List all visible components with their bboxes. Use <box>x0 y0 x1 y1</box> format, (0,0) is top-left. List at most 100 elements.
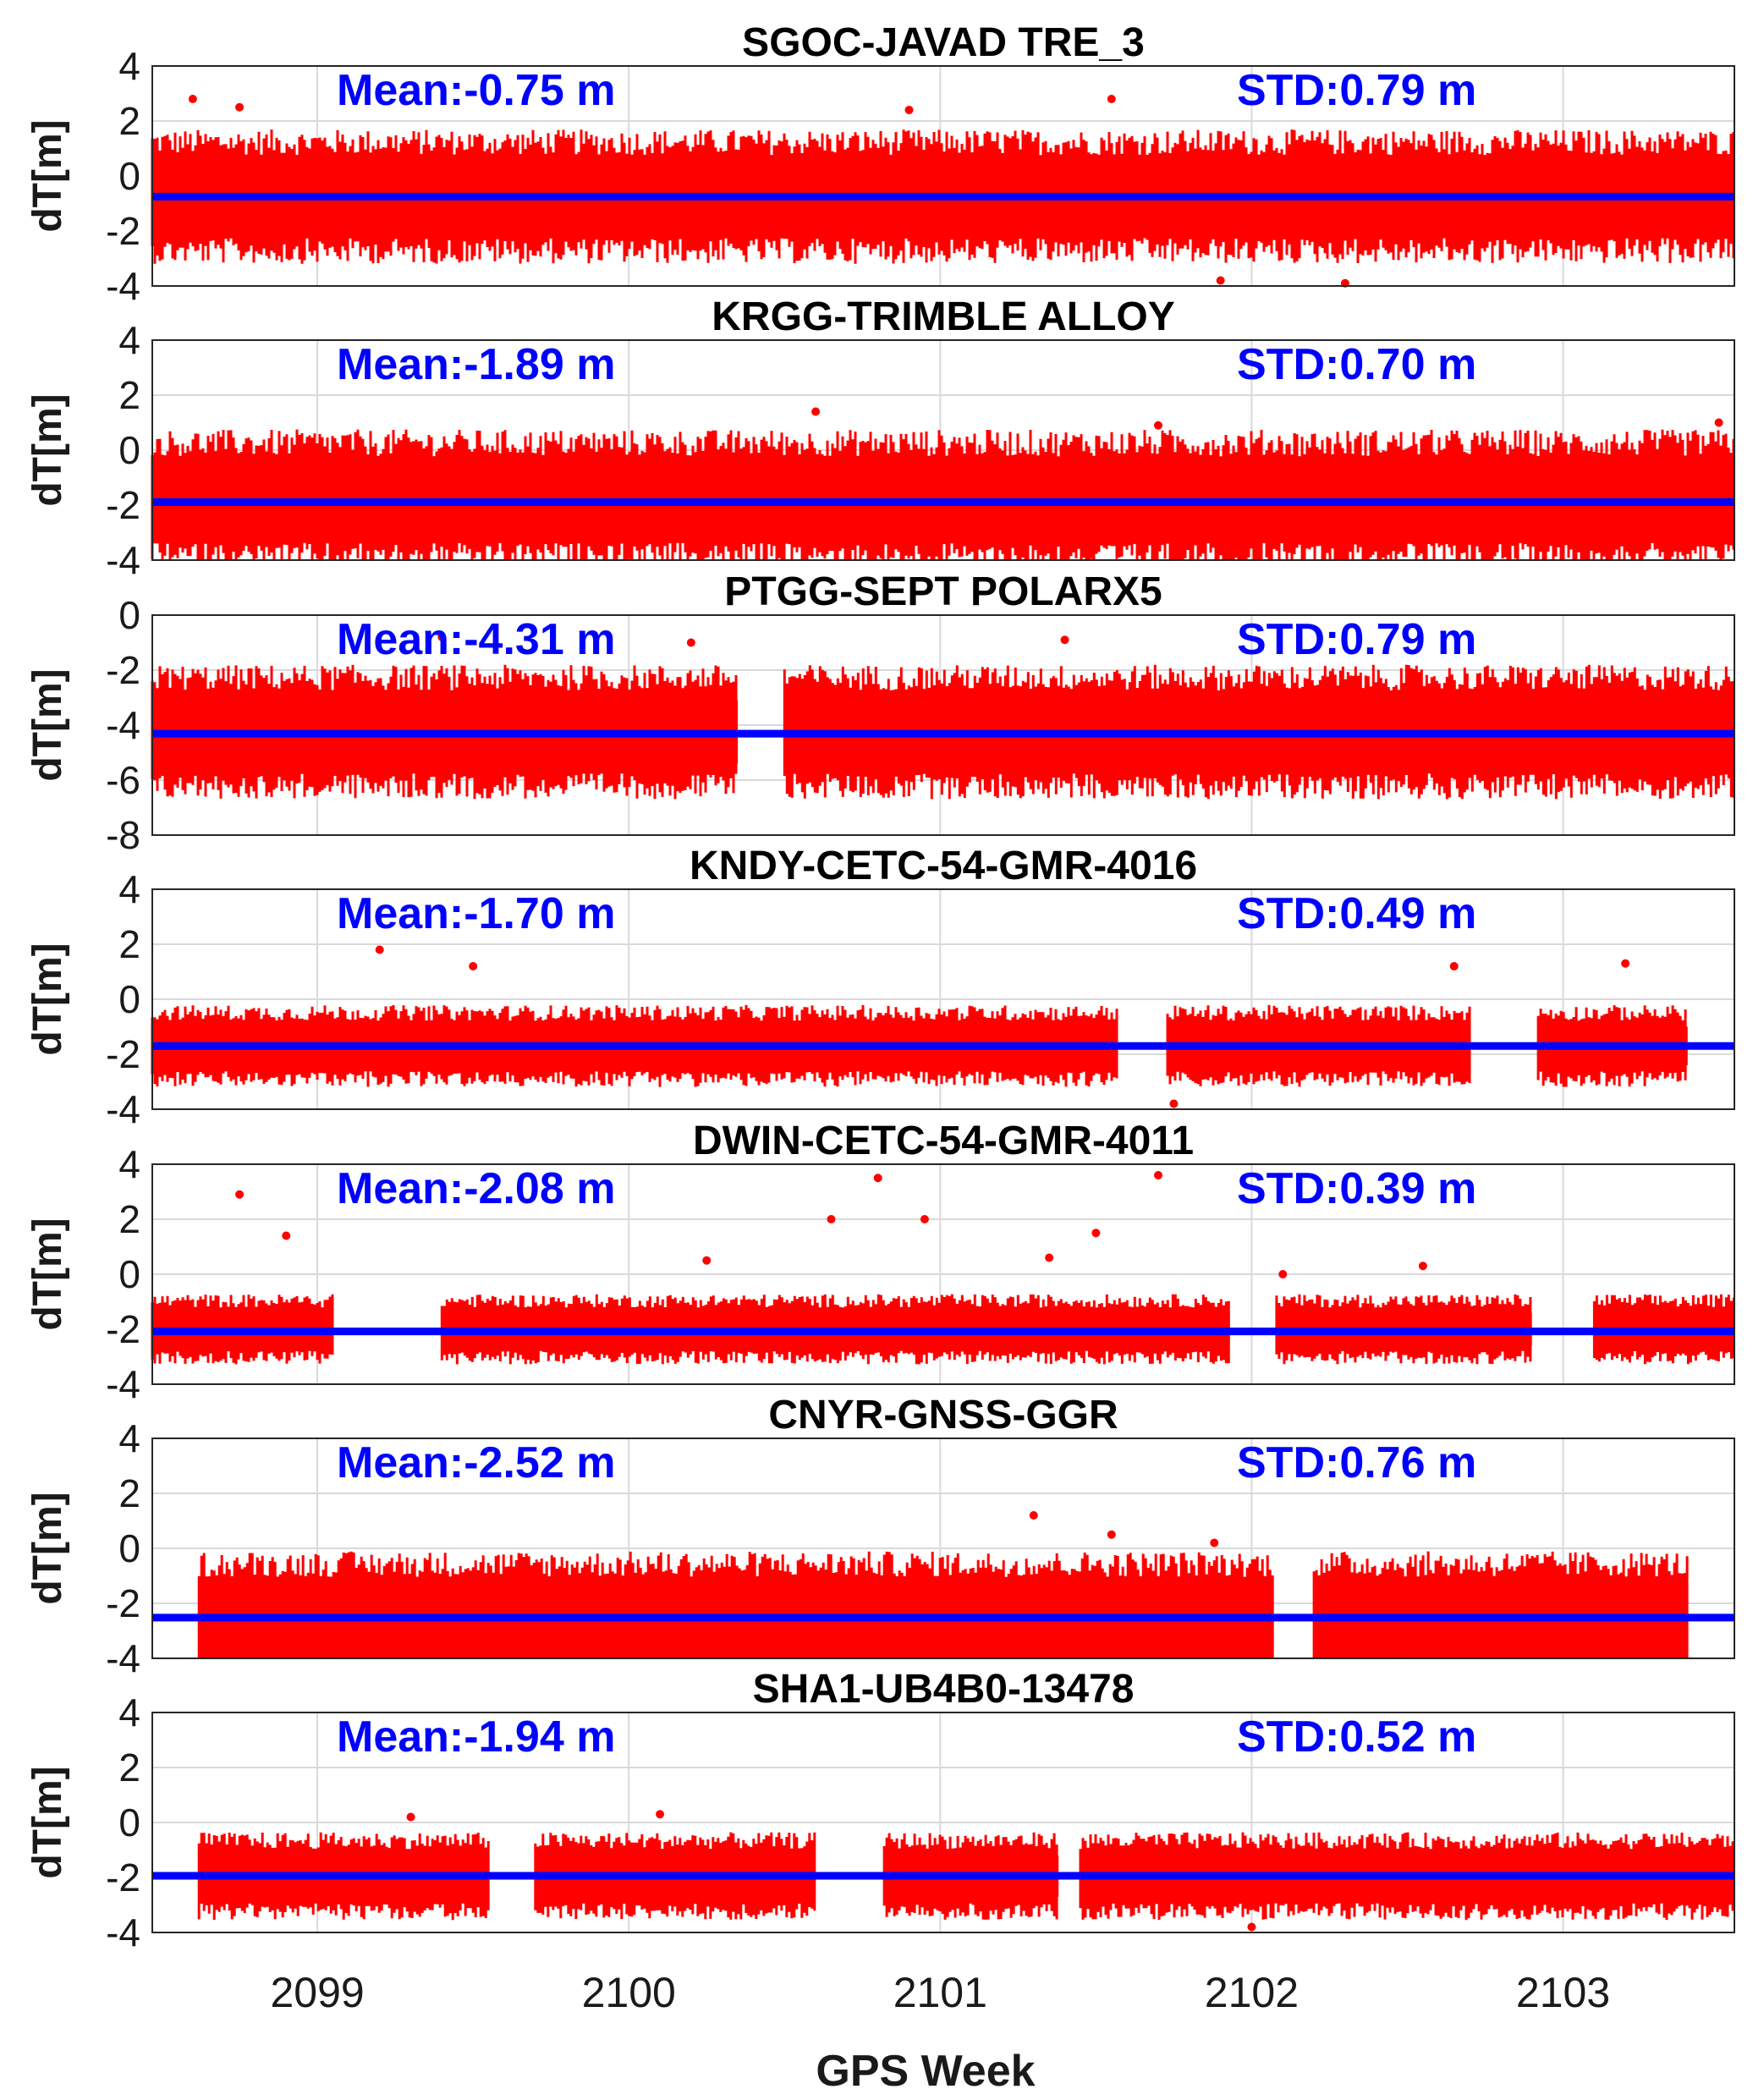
subplot-title: SGOC-JAVAD TRE_3 <box>742 20 1145 65</box>
y-tick-label: -2 <box>106 1307 140 1351</box>
outlier-point <box>375 945 384 954</box>
axes-frame <box>151 1712 1735 1933</box>
outlier-point <box>1169 1099 1179 1108</box>
y-tick-label: 2 <box>118 1471 140 1515</box>
mean-annotation: Mean:-0.75 m <box>337 66 615 115</box>
outlier-point <box>1621 959 1630 968</box>
outlier-point <box>1060 635 1069 645</box>
subplot-1: -4 -2 0 2 4 SGOC-JAVAD TRE_3 Mean:-0.75 m STD:0… <box>25 20 1735 308</box>
x-tick-label: 2099 <box>270 1969 364 2016</box>
subplot-title: KRGG-TRIMBLE ALLOY <box>712 294 1175 339</box>
subplot-7: -4 -2 0 2 4 SHA1-UB4B0-13478 Mean:-1.94 m STD:0… <box>25 1667 1735 1954</box>
subplot-title: PTGG-SEPT POLARX5 <box>724 569 1162 614</box>
outlier-point <box>1278 1270 1288 1278</box>
axes-frame <box>151 888 1735 1110</box>
std-annotation: STD:0.79 m <box>1237 615 1476 664</box>
outlier-point <box>1107 95 1116 103</box>
y-tick-label: 4 <box>118 1142 140 1186</box>
y-tick-label: -4 <box>106 264 140 308</box>
y-tick-label: 4 <box>118 318 140 362</box>
y-tick-label: 0 <box>118 1252 140 1296</box>
outlier-point <box>827 1215 836 1223</box>
subplot-6: -4 -2 0 2 4 CNYR-GNSS-GGR Mean:-2.52 m STD:0.76… <box>25 1393 1735 1680</box>
y-tick-label: 2 <box>118 99 140 143</box>
std-annotation: STD:0.49 m <box>1237 889 1476 938</box>
y-tick-label: 2 <box>118 1197 140 1241</box>
y-tick-label: -4 <box>106 1087 140 1131</box>
outlier-point <box>702 1256 712 1265</box>
outlier-point <box>1216 276 1225 285</box>
y-tick-label: -2 <box>106 1032 140 1076</box>
subplot-2: -4 -2 0 2 4 KRGG-TRIMBLE ALLOY Mean:-1.89 m STD… <box>25 294 1735 582</box>
y-tick-label: -2 <box>106 648 140 692</box>
axes-frame <box>151 1438 1735 1659</box>
y-tick-label: 0 <box>118 977 140 1021</box>
y-tick-label: -8 <box>106 813 140 857</box>
outlier-point <box>1418 1262 1427 1271</box>
y-axis-label: dT[m] <box>25 119 70 232</box>
subplot-title: DWIN-CETC-54-GMR-4011 <box>693 1119 1194 1163</box>
y-axis-label: dT[m] <box>25 393 70 506</box>
std-annotation: STD:0.79 m <box>1237 66 1476 115</box>
outlier-point <box>235 1190 245 1199</box>
y-tick-label: 4 <box>118 867 140 911</box>
outlier-point <box>1153 1171 1162 1179</box>
y-tick-label: 0 <box>118 1800 140 1844</box>
outlier-point <box>1029 1511 1038 1520</box>
x-tick-label: 2100 <box>582 1969 676 2016</box>
outlier-point <box>920 1215 929 1223</box>
x-axis-label: GPS Week <box>816 2047 1035 2096</box>
subplot-title: KNDY-CETC-54-GMR-4016 <box>690 844 1197 888</box>
mean-annotation: Mean:-1.94 m <box>337 1712 615 1762</box>
y-axis-label: dT[m] <box>25 1766 70 1878</box>
axes-frame <box>151 339 1735 561</box>
outlier-point <box>1714 418 1723 427</box>
y-axis-label: dT[m] <box>25 943 70 1055</box>
std-annotation: STD:0.52 m <box>1237 1712 1476 1762</box>
subplot-title: CNYR-GNSS-GGR <box>768 1393 1118 1438</box>
y-axis-label: dT[m] <box>25 668 70 781</box>
y-tick-label: 2 <box>118 373 140 417</box>
y-tick-label: -2 <box>106 483 140 527</box>
outlier-point <box>235 102 245 112</box>
y-tick-label: 2 <box>118 1745 140 1789</box>
y-tick-label: -4 <box>106 1636 140 1680</box>
data-spikes <box>197 1551 1274 1657</box>
x-tick-label: 2101 <box>893 1969 987 2016</box>
subplot-stack: -4 -2 0 2 4 SGOC-JAVAD TRE_3 Mean:-0.75 m STD:0… <box>25 20 1735 1954</box>
axes-frame <box>151 614 1735 836</box>
mean-annotation: Mean:-2.52 m <box>337 1438 615 1487</box>
y-tick-label: 2 <box>118 922 140 966</box>
outlier-point <box>656 1810 665 1819</box>
outlier-point <box>437 633 447 641</box>
mean-annotation: Mean:-1.70 m <box>337 889 615 938</box>
y-tick-label: 4 <box>118 1690 140 1734</box>
x-tick-label: 2103 <box>1516 1969 1610 2016</box>
outlier-point <box>811 407 821 416</box>
y-tick-label: 0 <box>118 1526 140 1570</box>
outlier-point <box>1153 421 1162 430</box>
subplot-5: -4 -2 0 2 4 DWIN-CETC-54-GMR-4011 Mean:-2.08 m… <box>25 1119 1735 1406</box>
y-axis-label: dT[m] <box>25 1492 70 1604</box>
y-axis-label: dT[m] <box>25 1218 70 1330</box>
y-tick-label: -2 <box>106 209 140 253</box>
y-tick-label: -2 <box>106 1581 140 1625</box>
mean-annotation: Mean:-4.31 m <box>337 615 615 664</box>
outlier-point <box>469 962 478 970</box>
outlier-point <box>188 95 197 103</box>
outlier-point <box>406 1812 415 1822</box>
axes-frame <box>151 65 1735 287</box>
y-tick-label: 4 <box>118 44 140 88</box>
y-tick-label: -4 <box>106 703 140 747</box>
mean-annotation: Mean:-2.08 m <box>337 1164 615 1213</box>
outlier-point <box>1091 1229 1101 1238</box>
outlier-point <box>1107 1530 1116 1539</box>
y-tick-label: -4 <box>106 538 140 582</box>
outlier-point <box>1449 962 1459 970</box>
y-tick-label: 0 <box>118 428 140 472</box>
y-tick-label: -4 <box>106 1910 140 1954</box>
subplot-title: SHA1-UB4B0-13478 <box>753 1667 1135 1712</box>
outlier-point <box>282 1231 291 1240</box>
subplot-4: -4 -2 0 2 4 KNDY-CETC-54-GMR-4016 Mean:-1.70 m… <box>25 844 1735 1131</box>
